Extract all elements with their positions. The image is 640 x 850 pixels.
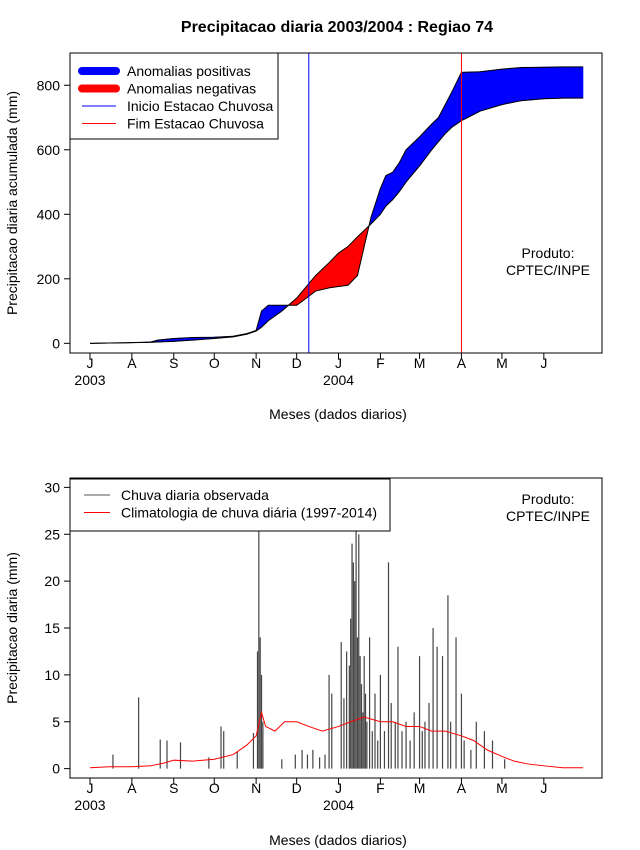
positive-anomaly-area [543,66,564,100]
x-tick-label: D [292,780,302,796]
legend-label: Fim Estacao Chuvosa [127,116,264,132]
negative-anomaly-area [347,236,358,286]
year-label: 2004 [323,797,354,813]
cumulative-precipitation-chart: Precipitacao diaria 2003/2004 : Regiao 7… [4,19,603,422]
positive-anomaly-area [562,66,584,99]
observed-cumulative-line [89,66,583,344]
positive-anomaly-area [480,68,503,112]
positive-anomaly-area [520,66,545,102]
x-tick-label: J [335,780,342,796]
legend-label: Anomalias positivas [127,63,251,79]
x-tick-label: J [540,780,547,796]
x-tick-label: N [251,355,261,371]
x-axis-label: Meses (dados diarios) [269,832,407,848]
y-tick-label: 600 [37,142,61,158]
anomaly-areas [131,66,584,343]
legend-label: Chuva diaria observada [121,487,269,503]
x-tick-label: J [335,355,342,371]
negative-anomaly-area [315,261,330,292]
positive-anomaly-area [461,71,481,122]
legend: Anomalias positivas Anomalias negativasIn… [69,52,279,140]
y-axis: 0 200 400 600 800 [37,77,71,351]
y-tick-label: 800 [37,77,61,93]
x-tick-label: O [209,355,220,371]
legend: Chuva diaria observada Climatologia de ch… [69,478,391,532]
x-tick-label: S [169,355,178,371]
climatology-daily-line [89,710,583,769]
product-label: Produto: [522,245,575,261]
year-label: 2003 [74,797,105,813]
positive-anomaly-area [451,72,462,128]
legend-label: Climatologia de chuva diária (1997-2014) [121,505,377,521]
year-label: 2004 [323,372,354,388]
legend-label: Anomalias negativas [127,81,256,97]
y-tick-label: 10 [44,667,60,683]
x-tick-label: M [414,355,426,371]
y-tick-label: 30 [44,479,60,495]
x-tick-label: A [127,780,137,796]
x-tick-label: S [169,780,178,796]
x-tick-label: A [457,355,467,371]
year-label: 2003 [74,372,105,388]
y-tick-label: 200 [37,271,61,287]
climatology-cumulative-line [89,97,583,344]
x-tick-label: O [209,780,220,796]
legend-box [69,478,391,532]
y-tick-label: 0 [52,335,60,351]
x-tick-label: J [87,355,94,371]
product-source: CPTEC/INPE [506,508,590,524]
y-tick-label: 5 [52,714,60,730]
rainy-season-markers [308,53,462,353]
x-tick-label: J [87,780,94,796]
x-tick-label: M [414,780,426,796]
x-tick-label: M [496,355,508,371]
x-tick-label: F [376,355,385,371]
cumulative-lines [89,66,583,344]
y-tick-label: 0 [52,761,60,777]
x-tick-label: F [376,780,385,796]
y-axis-label: Precipitacao diaria acumulada (mm) [4,91,20,315]
chart-title: Precipitacao diaria 2003/2004 : Regiao 7… [181,19,493,36]
observed-rain-bars [112,524,506,769]
y-tick-label: 15 [44,620,60,636]
y-tick-label: 400 [37,206,61,222]
x-tick-label: M [496,780,508,796]
product-label: Produto: [522,491,575,507]
y-axis-label: Precipitacao diaria (mm) [4,552,20,704]
x-tick-label: A [457,780,467,796]
y-tick-label: 20 [44,573,60,589]
legend-label: Inicio Estacao Chuvosa [127,98,274,114]
x-tick-label: N [251,780,261,796]
x-axis-label: Meses (dados diarios) [269,406,407,422]
x-tick-label: A [127,355,137,371]
x-tick-label: D [292,355,302,371]
y-tick-label: 25 [44,526,60,542]
climatology-line [89,710,583,769]
product-source: CPTEC/INPE [506,262,590,278]
x-tick-label: J [540,355,547,371]
positive-anomaly-area [501,67,522,105]
y-axis: 0 5 10 15 20 25 30 [44,479,71,777]
